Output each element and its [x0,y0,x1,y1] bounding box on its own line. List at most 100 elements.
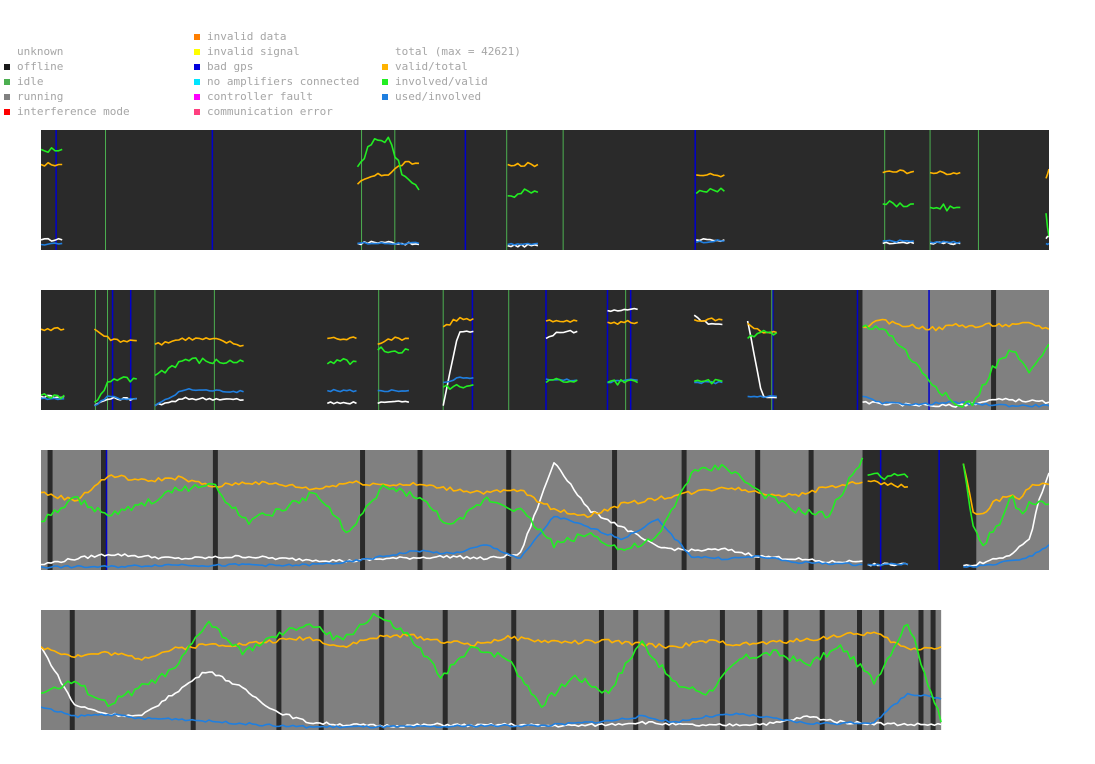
series-line-valid [1045,168,1049,179]
marker-offline-bar [417,450,423,570]
marker-bad-gps [545,290,547,410]
series-line-valid [41,474,863,519]
series-line-used [41,515,863,569]
marker-offline-bar [379,610,385,730]
marker-offline-bar [47,450,53,570]
legend-swatch [4,63,10,70]
series-line-used [862,395,1049,408]
legend-swatch [194,78,200,85]
series-line-valid [356,160,420,185]
legend-item-col3-3: used/involved [382,89,481,104]
series-line-total [507,243,539,248]
series-line-valid [154,336,244,347]
series-line-valid [962,463,1049,515]
marker-idle [771,290,773,410]
timeline-strip-3 [41,450,1049,570]
marker-offline-bar [719,610,725,730]
legend-label: unknown [17,45,64,58]
series-line-involved [867,472,909,481]
series-line-involved [929,203,961,212]
marker-idle [442,290,444,410]
legend-swatch [4,108,10,115]
marker-bad-gps [55,130,57,250]
legend-item-col1-4: interference mode [4,104,130,119]
legend-swatch [194,108,200,115]
legend-label: valid/total [395,60,468,73]
marker-idle [213,290,215,410]
series-line-involved [747,329,778,339]
series-line-valid [41,161,63,167]
marker-offline-bar [991,290,997,410]
legend-label: idle [17,75,44,88]
series-line-valid [507,161,539,168]
marker-idle [977,130,979,250]
marker-offline-bar [100,450,106,570]
series-line-used [443,376,474,384]
state-segment-running [41,450,863,570]
marker-offline-bar [212,450,218,570]
series-line-involved [607,378,639,386]
legend-item-col1-0: unknown [4,44,63,59]
marker-idle [154,290,156,410]
legend-label: no amplifiers connected [207,75,360,88]
legend-swatch [382,63,388,70]
marker-idle [506,130,508,250]
series-line-valid [862,318,1049,332]
timeline-strip-2 [41,290,1049,410]
marker-offline-bar [360,450,366,570]
marker-offline-bar [918,610,924,730]
series-line-total [154,396,244,407]
series-line-used [154,388,244,407]
legend-item-col1-3: running [4,89,63,104]
series-line-involved [93,376,137,403]
state-segment-offline [862,450,977,570]
state-segment-running [41,610,942,730]
series-line-used [327,388,357,393]
marker-offline-bar [318,610,324,730]
series-line-involved [545,377,578,384]
marker-offline-bar [442,610,448,730]
marker-idle [105,130,107,250]
marker-offline-bar [819,610,825,730]
legend-item-col2-5: communication error [194,104,333,119]
legend-swatch [382,49,388,55]
series-line-valid [377,336,409,345]
series-line-valid [867,479,908,488]
series-line-involved [41,393,65,400]
legend-label: invalid data [207,30,287,43]
marker-bad-gps [856,290,859,410]
legend-label: interference mode [17,105,130,118]
series-line-involved [1045,213,1049,237]
series-line-total [326,401,357,405]
series-line-total [377,400,410,405]
series-line-used [41,692,942,729]
series-line-involved [862,324,1049,408]
marker-offline-bar [633,610,639,730]
timeline-strip-1 [41,130,1049,250]
legend-swatch [194,48,200,55]
marker-offline-bar [612,450,618,570]
legend-label: involved/valid [395,75,488,88]
legend-label: communication error [207,105,333,118]
series-line-total [607,307,638,313]
series-line-used [929,240,961,244]
legend-swatch [382,93,388,100]
marker-offline-bar [783,610,789,730]
series-line-involved [41,457,864,551]
series-line-valid [696,172,725,178]
series-line-total [963,472,1049,567]
series-line-total [746,320,777,399]
series-line-valid [442,316,474,328]
legend-item-col2-0: invalid data [194,29,286,44]
legend-swatch [194,63,200,70]
series-line-used [882,239,914,243]
legend-swatch [194,93,200,100]
series-line-valid [93,328,137,343]
series-line-valid [929,170,961,176]
series-line-involved [326,357,357,366]
legend-label: offline [17,60,64,73]
legend-item-col2-3: no amplifiers connected [194,74,359,89]
marker-bad-gps [471,290,474,410]
series-line-involved [695,187,725,195]
series-line-total [442,330,474,406]
